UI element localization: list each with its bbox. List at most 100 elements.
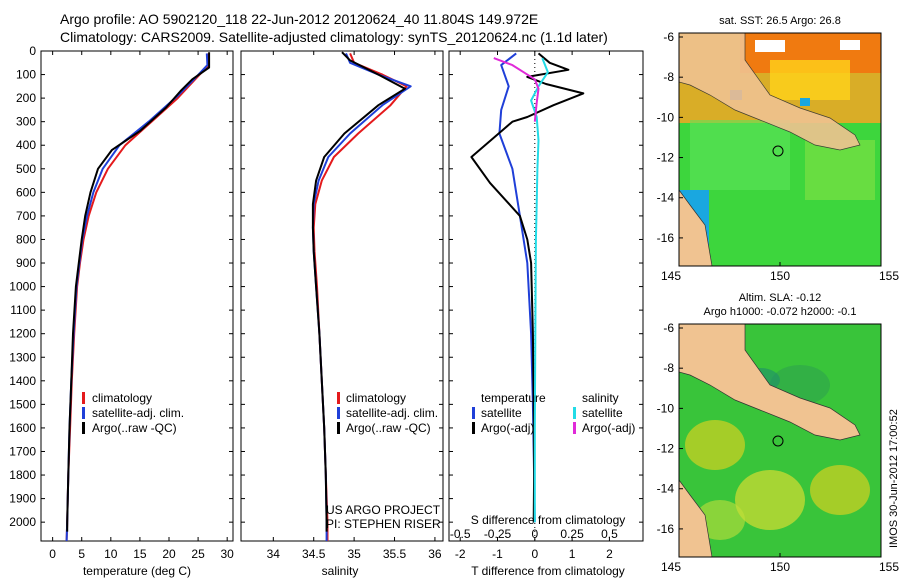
legend-swatch-s-satellite xyxy=(573,407,576,419)
map-y-tick-label: -14 xyxy=(657,191,675,205)
x-tick-label: -1 xyxy=(492,547,503,561)
y-tick-label: 1800 xyxy=(9,468,36,482)
y-tick-label: 1500 xyxy=(9,397,36,411)
x-tick-label: 0 xyxy=(49,547,56,561)
pi-annotation: PI: STEPHEN RISER xyxy=(326,517,441,531)
salinity-plot: 34 34.5 35 35.5 36 salinity climatology sate… xyxy=(240,50,444,578)
temperature-plot-frame xyxy=(40,50,234,542)
salinity-legend: climatology satellite-adj. clim. Argo(..… xyxy=(337,391,438,435)
legend-label: satellite-adj. clim. xyxy=(92,406,184,420)
temperature-legend: climatology satellite-adj. clim. Argo(..… xyxy=(82,391,184,435)
argo-location-marker xyxy=(772,435,784,447)
x-tick-label: 2 xyxy=(606,547,613,561)
y-tick-label: 200 xyxy=(16,91,36,105)
header-line2: Climatology: CARS2009. Satellite-adjuste… xyxy=(60,29,608,45)
y-tick-label: 500 xyxy=(16,162,36,176)
x-tick-label: 0 xyxy=(531,547,538,561)
x-tick-label: 36 xyxy=(428,547,442,561)
legend-swatch-climatology xyxy=(82,392,85,404)
y-tick-label: 1200 xyxy=(9,327,36,341)
y-tick-label: 2000 xyxy=(9,515,36,529)
s-tick-label: -0.25 xyxy=(484,527,512,541)
series-line-argo-raw-qc- xyxy=(66,52,211,532)
legend-label: satellite-adj. clim. xyxy=(346,406,438,420)
map-y-tick-label: -12 xyxy=(657,151,675,165)
salinity-xlabel: salinity xyxy=(322,564,359,578)
temperature-plot: 0100200300400500600700800900100011001200… xyxy=(9,44,234,578)
x-tick-label: 1 xyxy=(569,547,576,561)
sla-map-title: Altim. SLA: -0.12 xyxy=(739,292,822,304)
map-y-tick-label: -6 xyxy=(663,321,674,335)
header-line1: Argo profile: AO 5902120_118 22-Jun-2012… xyxy=(60,11,538,27)
argo-location-marker xyxy=(772,145,784,157)
salinity-plot-frame xyxy=(240,50,444,542)
x-tick-label: 5 xyxy=(78,547,85,561)
legend-label: Argo(..raw -QC) xyxy=(92,421,177,435)
map-y-tick-label: -10 xyxy=(657,110,675,124)
y-tick-label: 0 xyxy=(29,44,36,58)
map-y-tick-label: -16 xyxy=(657,522,675,536)
s-tick-label: 0.25 xyxy=(560,527,584,541)
map-y-tick-label: -8 xyxy=(663,70,674,84)
legend-label: climatology xyxy=(92,391,152,405)
x-tick-label: 20 xyxy=(162,547,176,561)
legend-header-salinity: salinity xyxy=(582,391,619,405)
map-x-tick-label: 145 xyxy=(661,269,681,283)
s-tick-label: 0 xyxy=(531,527,538,541)
s-tick-label: -0.5 xyxy=(450,527,471,541)
y-tick-label: 1900 xyxy=(9,492,36,506)
legend-label: satellite xyxy=(582,406,623,420)
x-tick-label: 30 xyxy=(221,547,235,561)
temperature-xlabel: temperature (deg C) xyxy=(83,564,191,578)
s-difference-label: S difference from climatology xyxy=(471,513,626,527)
legend-swatch-satellite xyxy=(337,407,340,419)
x-tick-label: 10 xyxy=(104,547,118,561)
sla-map: Altim. SLA: -0.12 Argo h1000: -0.072 h20… xyxy=(657,292,900,574)
legend-label: climatology xyxy=(346,391,406,405)
y-tick-label: 1300 xyxy=(9,350,36,364)
map-x-tick-label: 150 xyxy=(770,560,790,574)
x-tick-label: 15 xyxy=(133,547,147,561)
map-y-tick-label: -14 xyxy=(657,482,675,496)
sst-landmass xyxy=(678,32,861,151)
x-tick-label: 35 xyxy=(347,547,361,561)
sla-landmass xyxy=(678,323,861,441)
legend-label: satellite xyxy=(481,406,522,420)
legend-label: Argo(-adj) xyxy=(582,421,635,435)
y-tick-label: 600 xyxy=(16,185,36,199)
y-tick-label: 100 xyxy=(16,68,36,82)
map-x-tick-label: 150 xyxy=(770,269,790,283)
y-tick-label: 800 xyxy=(16,232,36,246)
y-tick-label: 1100 xyxy=(10,303,36,317)
legend-swatch-climatology xyxy=(337,392,340,404)
project-annotation: US ARGO PROJECT xyxy=(326,503,441,517)
map-y-tick-label: -10 xyxy=(657,401,675,415)
series-line-argo-raw-qc- xyxy=(311,51,406,532)
y-tick-label: 400 xyxy=(16,138,36,152)
map-y-tick-label: -6 xyxy=(663,30,674,44)
sst-map-title: sat. SST: 26.5 Argo: 26.8 xyxy=(719,15,841,27)
y-tick-label: 700 xyxy=(16,209,36,223)
map-y-tick-label: -16 xyxy=(657,231,675,245)
map-y-tick-label: -12 xyxy=(657,442,675,456)
legend-swatch-argo xyxy=(337,422,340,434)
y-tick-label: 300 xyxy=(16,115,36,129)
difference-legend: temperature salinity satellite Argo(-adj… xyxy=(472,391,635,435)
legend-swatch-s-argo xyxy=(573,422,576,434)
legend-label: Argo(-adj) xyxy=(481,421,534,435)
sst-map: sat. SST: 26.5 Argo: 26.8 145 150 155 -6 -8 -… xyxy=(657,15,900,283)
s-tick-label: 0.5 xyxy=(601,527,618,541)
legend-swatch-t-argo xyxy=(472,422,475,434)
t-difference-xlabel: T difference from climatology xyxy=(471,564,625,578)
map-x-tick-label: 155 xyxy=(879,560,899,574)
x-tick-label: 35.5 xyxy=(383,547,407,561)
legend-swatch-satellite xyxy=(82,407,85,419)
legend-swatch-t-satellite xyxy=(472,407,475,419)
timestamp-stamp: IMOS 30-Jun-2012 17:00:52 xyxy=(888,409,900,548)
legend-label: Argo(..raw -QC) xyxy=(346,421,431,435)
y-tick-label: 1600 xyxy=(9,421,36,435)
series-line-salinity-argo-adj- xyxy=(493,57,540,122)
map-y-tick-label: -8 xyxy=(663,361,674,375)
y-tick-label: 1000 xyxy=(9,280,36,294)
